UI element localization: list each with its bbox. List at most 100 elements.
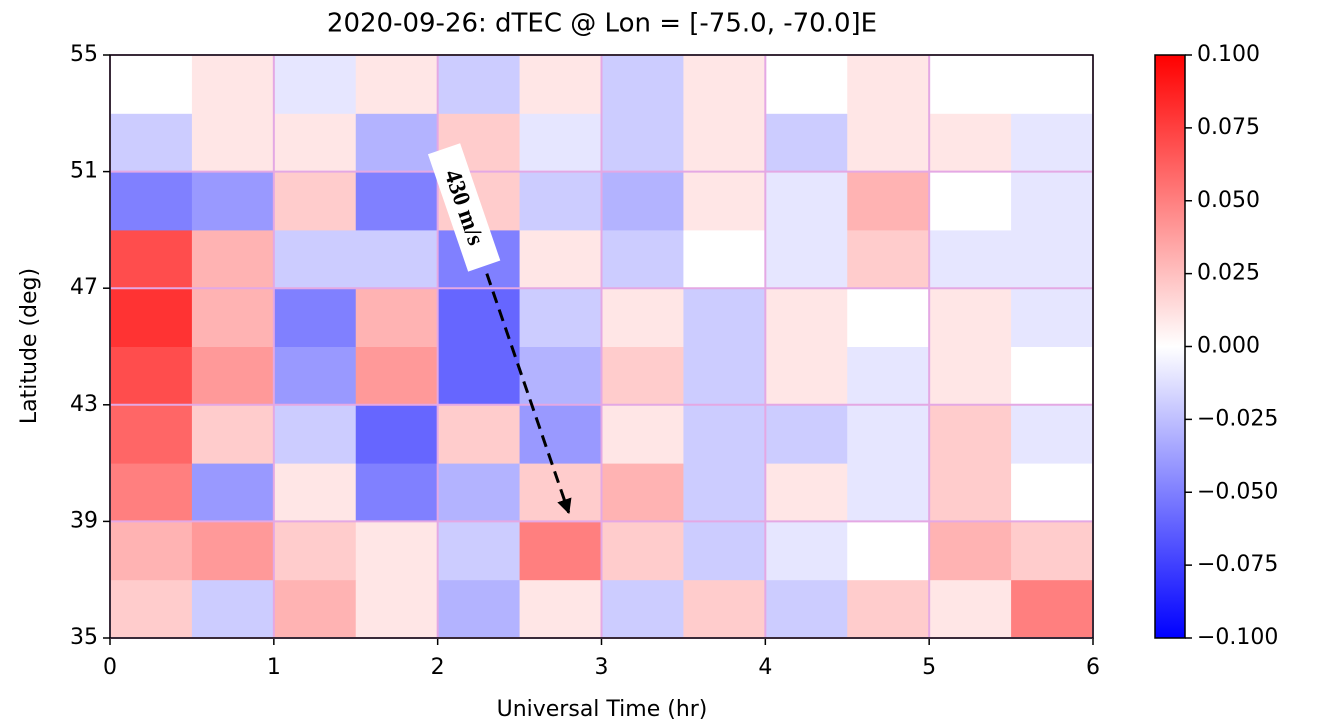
heat-cell — [437, 521, 521, 581]
colorbar — [1154, 54, 1186, 639]
colorbar-tick-label: 0.000 — [1197, 334, 1260, 359]
heat-cell — [355, 288, 439, 347]
heat-cell — [765, 55, 848, 114]
heat-cell — [110, 171, 193, 231]
heat-cell — [601, 171, 684, 231]
heat-cell — [191, 113, 275, 173]
heat-cell — [847, 579, 930, 639]
heat-cell — [683, 55, 766, 114]
heat-cell — [1011, 404, 1094, 464]
heat-cell — [683, 579, 766, 639]
heat-cell — [110, 404, 193, 464]
heat-cell — [191, 171, 275, 231]
heat-cell — [683, 521, 766, 581]
colorbar-tick-label: −0.050 — [1197, 479, 1278, 504]
y-tick-label: 35 — [70, 625, 98, 650]
heat-cell — [601, 404, 684, 464]
heat-cell — [191, 288, 275, 347]
heat-cell — [273, 579, 357, 639]
heat-cell — [1011, 55, 1094, 114]
heat-cell — [519, 113, 602, 173]
heat-cell — [847, 288, 930, 347]
annotation-box — [427, 143, 501, 272]
heat-cell — [929, 521, 1012, 581]
heat-cell — [355, 55, 439, 114]
colorbar-tick-label: −0.100 — [1197, 625, 1278, 650]
heat-cell — [847, 55, 930, 114]
heat-cell — [273, 171, 357, 231]
heat-cell — [1011, 171, 1094, 231]
heat-cell — [1011, 463, 1094, 522]
heat-cell — [273, 404, 357, 464]
heat-cell — [519, 404, 602, 464]
heat-cell — [765, 346, 848, 406]
y-tick-label: 39 — [70, 508, 98, 533]
heat-cell — [191, 579, 275, 639]
heat-cell — [437, 55, 521, 114]
x-tick-label: 4 — [758, 655, 772, 680]
colorbar-tick-label: 0.100 — [1197, 42, 1260, 67]
heat-cell — [191, 463, 275, 522]
heat-cell — [847, 346, 930, 406]
heat-cell — [847, 171, 930, 231]
heat-cell — [765, 521, 848, 581]
heat-cell — [355, 346, 439, 406]
heat-cell — [847, 113, 930, 173]
heat-cell — [1011, 229, 1094, 289]
heat-cell — [1011, 113, 1094, 173]
heat-cell — [601, 288, 684, 347]
heat-cell — [110, 229, 193, 289]
heat-cell — [929, 229, 1012, 289]
heat-cell — [110, 288, 193, 347]
heat-cell — [355, 113, 439, 173]
heat-cell — [847, 404, 930, 464]
heat-cell — [191, 521, 275, 581]
heat-cell — [110, 346, 193, 406]
heat-cell — [601, 521, 684, 581]
heat-cell — [765, 288, 848, 347]
heat-cell — [765, 404, 848, 464]
heat-cell — [519, 55, 602, 114]
heat-cell — [1011, 288, 1094, 347]
heat-cell — [110, 113, 193, 173]
heat-cell — [519, 171, 602, 231]
y-axis-label: Latitude (deg) — [17, 268, 42, 424]
heat-cell — [929, 288, 1012, 347]
heat-cell — [683, 404, 766, 464]
heat-cell — [273, 55, 357, 114]
heat-cell — [437, 463, 521, 522]
x-tick-label: 0 — [103, 655, 117, 680]
heat-cell — [683, 288, 766, 347]
heat-cell — [273, 288, 357, 347]
heat-cell — [110, 463, 193, 522]
y-tick-label: 51 — [70, 159, 98, 184]
heat-cell — [929, 579, 1012, 639]
heat-cell — [437, 346, 521, 406]
heat-cell — [601, 55, 684, 114]
x-tick-label: 2 — [431, 655, 445, 680]
heat-cell — [765, 113, 848, 173]
x-tick-label: 1 — [267, 655, 281, 680]
heat-cell — [601, 579, 684, 639]
heat-cell — [273, 463, 357, 522]
heat-cell — [191, 55, 275, 114]
heat-cell — [1011, 521, 1094, 581]
heat-cell — [1011, 579, 1094, 639]
colorbar-tick-label: 0.025 — [1197, 261, 1260, 286]
x-tick-label: 6 — [1086, 655, 1100, 680]
colorbar-tick-label: 0.075 — [1197, 115, 1260, 140]
heat-cell — [601, 229, 684, 289]
heat-cell — [929, 404, 1012, 464]
y-tick-label: 55 — [70, 42, 98, 67]
plot-frame — [109, 54, 1094, 639]
heat-cell — [847, 521, 930, 581]
x-tick-label: 5 — [922, 655, 936, 680]
x-axis-label: Universal Time (hr) — [497, 697, 708, 722]
heat-cell — [191, 229, 275, 289]
heat-cell — [601, 113, 684, 173]
heat-cell — [1011, 346, 1094, 406]
heat-cell — [847, 229, 930, 289]
heat-cell — [519, 229, 602, 289]
heat-cell — [929, 113, 1012, 173]
heat-cell — [929, 171, 1012, 231]
